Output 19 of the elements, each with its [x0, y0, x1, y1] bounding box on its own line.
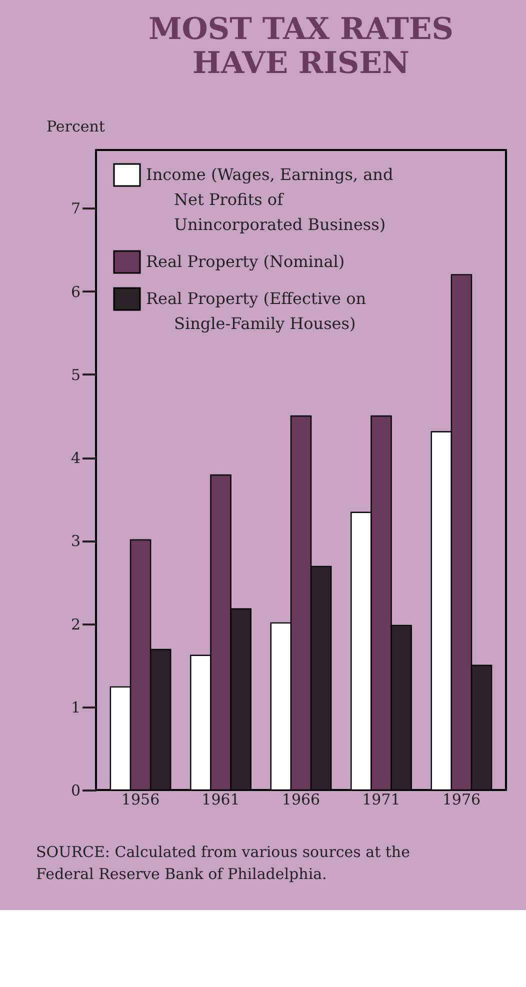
y-tick-label: 3 [70, 532, 80, 550]
legend-label: Real Property (Nominal) [146, 252, 345, 271]
legend-label: Income (Wages, Earnings, and Net Profits of Unincorporated Business) [146, 165, 394, 234]
chart-title: MOST TAX RATES HAVE RISEN [148, 12, 454, 81]
x-tick-label: 1956 [121, 790, 160, 808]
y-tick-label: 2 [70, 615, 80, 634]
y-tick-label: 5 [70, 366, 80, 384]
y-tick-label: 6 [70, 282, 80, 301]
source-note: SOURCE: Calculated from various sources at the Federal Reserve Bank of Philadelphia. [36, 843, 410, 883]
y-tick-label: 4 [70, 449, 80, 468]
y-axis-title: Percent [46, 118, 105, 136]
x-tick-label: 1976 [442, 790, 481, 808]
y-tick-label: 1 [70, 698, 80, 716]
x-tick-label: 1966 [282, 790, 320, 808]
x-tick-label: 1971 [362, 790, 400, 808]
y-tick-label: 0 [70, 782, 80, 800]
x-tick-label: 1961 [202, 790, 240, 808]
y-tick-label: 7 [70, 200, 80, 218]
legend-label: Real Property (Effective on Single-Family Houses) [146, 289, 366, 333]
